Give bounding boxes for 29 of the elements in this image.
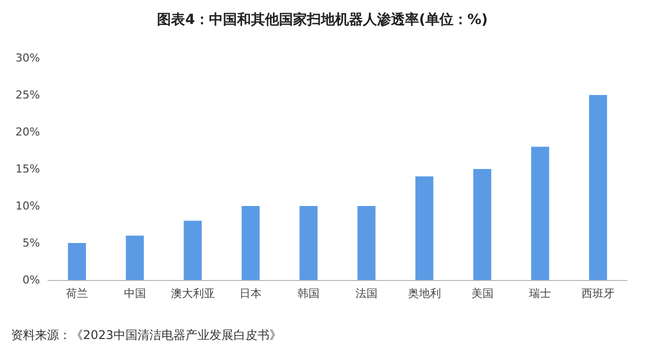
bar (300, 206, 318, 280)
y-tick-label: 20% (16, 126, 40, 138)
chart-title: 图表4：中国和其他国家扫地机器人渗透率(单位：%) (157, 11, 488, 28)
x-tick-label: 日本 (240, 287, 262, 300)
y-tick-label: 5% (22, 236, 40, 250)
bar (473, 169, 492, 280)
y-tick-label: 10% (16, 200, 40, 212)
y-tick-label: 25% (16, 88, 40, 102)
bar (126, 236, 144, 280)
y-tick-label: 30% (16, 52, 40, 64)
bar (184, 220, 202, 280)
y-tick-label: 0% (22, 274, 40, 286)
x-tick-label: 瑞士 (529, 287, 552, 300)
bar (531, 146, 550, 280)
x-tick-label: 法国 (355, 287, 378, 300)
x-tick-label: 澳大利亚 (170, 287, 215, 300)
text: 资料来源：《2023中国清洁电器产业发展白皮书》 (11, 328, 282, 342)
x-tick-label: 韩国 (298, 287, 320, 300)
x-tick-label: 美国 (471, 287, 494, 300)
bar (68, 243, 86, 280)
x-tick-label: 西班牙 (582, 287, 615, 300)
bar (415, 176, 434, 280)
bar (357, 206, 376, 280)
x-tick-label: 荷兰 (66, 287, 88, 300)
x-tick-label: 中国 (124, 287, 146, 300)
y-tick-label: 15% (16, 162, 40, 176)
bar (589, 95, 608, 280)
bar (242, 206, 260, 280)
x-tick-label: 奥地利 (408, 287, 441, 300)
